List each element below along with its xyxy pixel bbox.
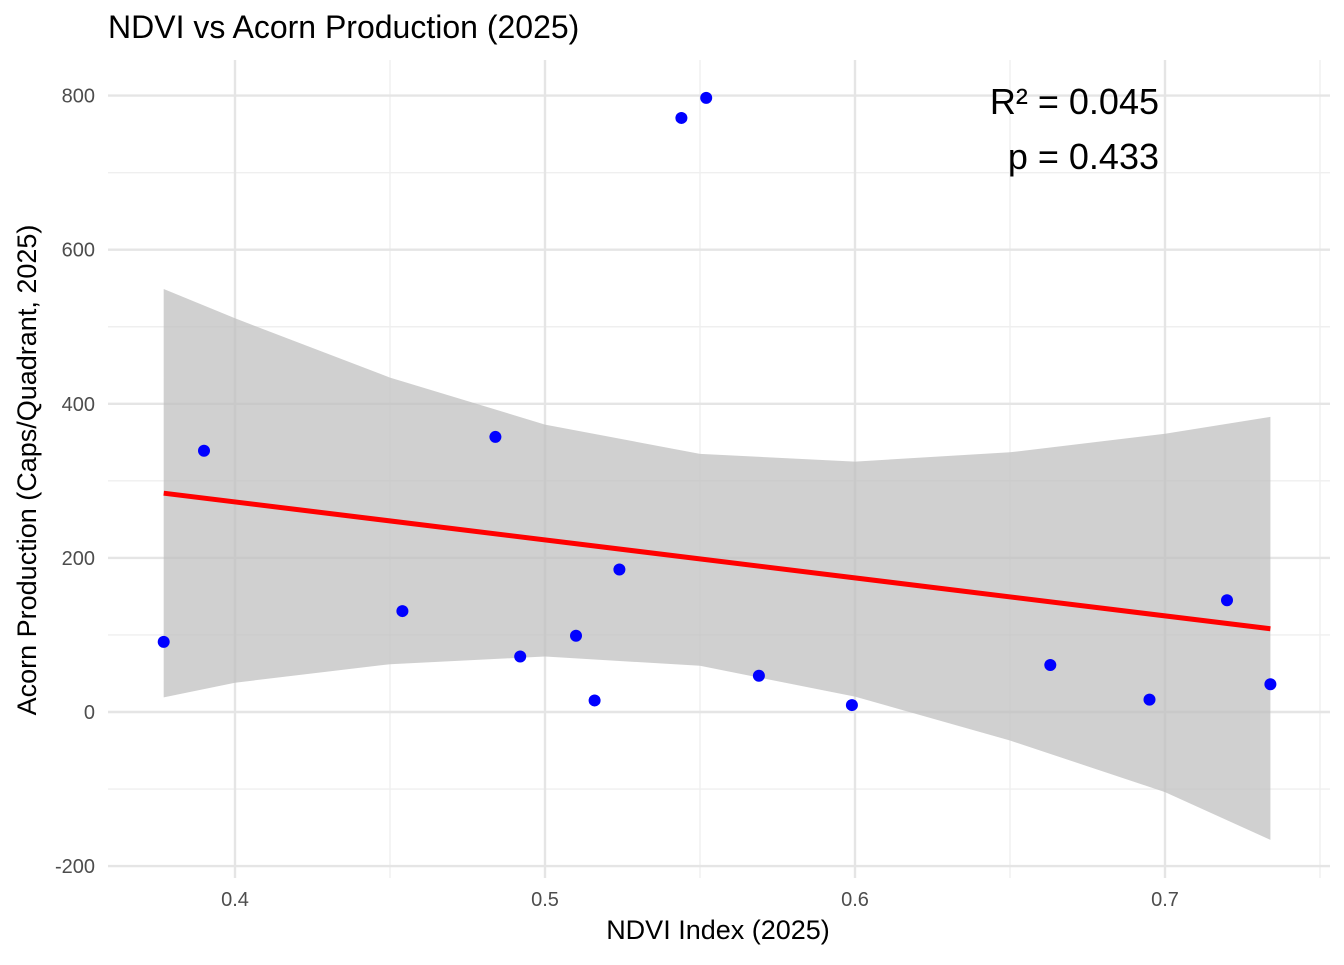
y-axis-label: Acorn Production (Caps/Quadrant, 2025) xyxy=(12,225,42,716)
data-point xyxy=(1264,678,1277,691)
confidence-band-group xyxy=(163,289,1271,840)
y-tick-label: -200 xyxy=(55,856,95,878)
data-point xyxy=(675,111,688,124)
confidence-band xyxy=(163,289,1271,840)
regression-fit-line xyxy=(163,490,1271,632)
data-point xyxy=(752,669,765,682)
y-tick-label: 600 xyxy=(62,240,95,262)
chart-title: NDVI vs Acorn Production (2025) xyxy=(108,9,579,45)
data-point xyxy=(198,444,210,457)
fit-line-group xyxy=(163,490,1271,632)
y-tick-label: 800 xyxy=(62,86,95,108)
x-axis-label: NDVI Index (2025) xyxy=(606,915,830,945)
x-tick-label: 0.4 xyxy=(221,889,249,911)
y-tick-label: 400 xyxy=(62,394,95,416)
data-point xyxy=(514,650,527,663)
y-tick-label: 0 xyxy=(84,702,95,724)
data-point xyxy=(845,699,858,712)
data-point xyxy=(489,430,502,443)
x-axis-ticks: 0.4 0.5 0.6 0.7 xyxy=(221,889,1179,911)
y-axis-ticks: -200 0 200 400 600 800 xyxy=(55,86,95,878)
x-tick-label: 0.6 xyxy=(841,889,869,911)
data-points xyxy=(157,91,1277,712)
data-point xyxy=(613,563,626,576)
data-point xyxy=(1221,594,1233,607)
data-point xyxy=(396,605,409,618)
data-point xyxy=(700,91,713,104)
x-tick-label: 0.7 xyxy=(1151,889,1179,911)
p-value-annotation: p = 0.433 xyxy=(1008,136,1159,177)
r-squared-annotation: R² = 0.045 xyxy=(990,81,1159,122)
x-tick-label: 0.5 xyxy=(531,889,559,911)
data-point xyxy=(157,635,170,648)
data-point xyxy=(588,694,601,707)
data-point xyxy=(570,629,582,642)
y-tick-label: 200 xyxy=(62,548,95,570)
data-point xyxy=(1044,658,1057,671)
data-point xyxy=(1143,693,1156,706)
